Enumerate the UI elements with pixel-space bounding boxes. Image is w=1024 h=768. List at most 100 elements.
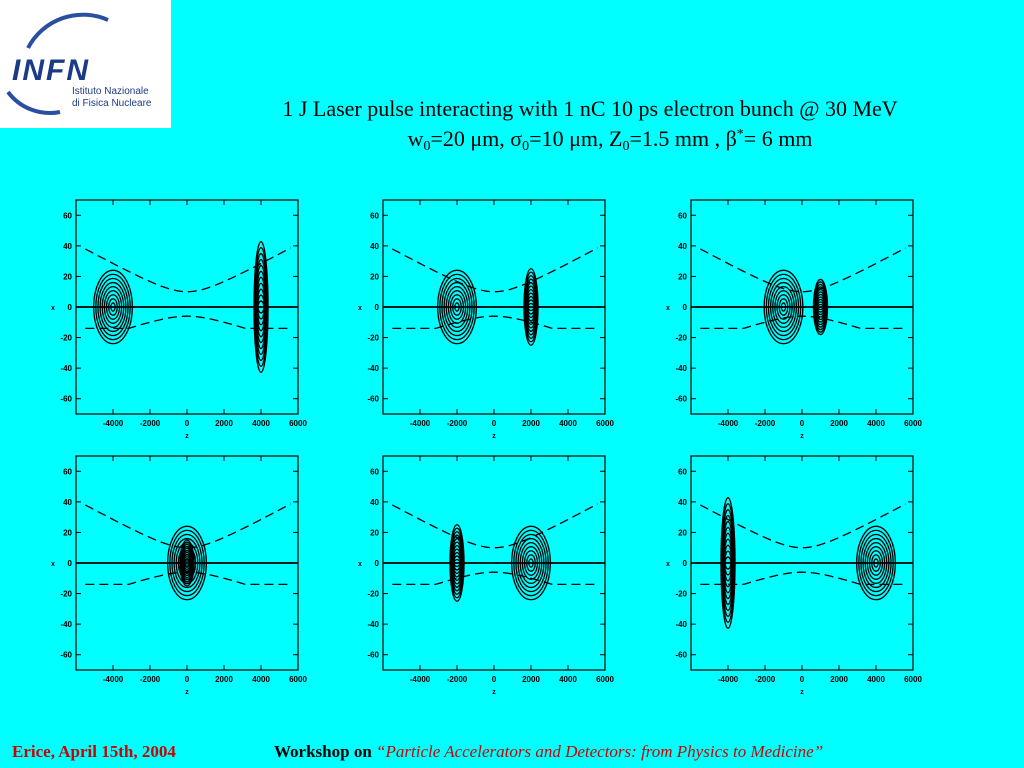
x-tick-label: 6000 [289, 419, 307, 428]
plot-panel-2: 60 40 20 0 -20 -40 -60 -4000 -2000 0 2000 4000 6000 z… [352, 196, 622, 451]
title-line-2: w0=20 μm, σ0=10 μm, Z0=1.5 mm , β*= 6 mm [140, 124, 1024, 154]
footer-location-date: Erice, April 15th, 2004 [12, 742, 176, 761]
y-tick-label: -60 [675, 395, 687, 404]
sigma0-subscript: 0 [522, 139, 530, 154]
y-tick-label: 60 [63, 467, 72, 476]
y-tick-label: 40 [678, 242, 687, 251]
x-tick-label: -2000 [140, 419, 161, 428]
x-tick-label: -2000 [755, 419, 776, 428]
electron-bunch-contour [765, 273, 802, 341]
sigma0-symbol: σ [510, 126, 523, 151]
electron-bunch-contour [858, 529, 894, 597]
electron-bunch-contour [526, 554, 536, 572]
y-tick-label: 40 [370, 242, 379, 251]
y-tick-label: -40 [675, 620, 687, 629]
y-tick-label: 60 [63, 211, 72, 220]
w0-value: =20 μm, [430, 126, 511, 151]
y-tick-label: 60 [370, 211, 379, 220]
x-tick-label: 0 [800, 675, 805, 684]
plot-panel-5: 60 40 20 0 -20 -40 -60 -4000 -2000 0 2000 4000 6000 z… [352, 452, 622, 707]
x-tick-label: 2000 [522, 675, 540, 684]
z0-value: =1.5 mm , [629, 126, 726, 151]
plot-panel-1: 60 40 20 0 -20 -40 -60 -4000 -2000 0 2000 4000 6000 z… [45, 196, 315, 451]
electron-bunch-contour [110, 302, 116, 312]
x-axis-label: z [800, 689, 804, 696]
y-tick-label: -40 [60, 364, 72, 373]
y-axis-label: x [51, 561, 55, 568]
y-tick-label: -40 [367, 364, 379, 373]
x-axis-label: z [800, 433, 804, 440]
electron-bunch-contour [780, 302, 787, 312]
x-tick-label: 0 [800, 419, 805, 428]
x-tick-label: 6000 [289, 675, 307, 684]
x-tick-label: -4000 [103, 419, 124, 428]
y-tick-label: 20 [370, 272, 379, 281]
y-tick-label: -20 [367, 590, 379, 599]
laser-envelope-upper [699, 503, 906, 549]
electron-bunch-contour [171, 533, 203, 593]
electron-bunch-contour [769, 281, 798, 333]
x-tick-label: 6000 [904, 675, 922, 684]
laser-envelope-lower [392, 571, 598, 586]
x-tick-label: 2000 [215, 675, 233, 684]
footer-workshop: Workshop on “Particle Accelerators and D… [274, 742, 823, 762]
y-tick-label: -40 [367, 620, 379, 629]
y-tick-label: 60 [370, 467, 379, 476]
contour-plot-svg: 60 40 20 0 -20 -40 -60 -4000 -2000 0 2000 4000 6000 z… [51, 455, 307, 696]
electron-bunch-contour [105, 294, 121, 320]
laser-envelope-lower [392, 315, 598, 330]
x-tick-label: 0 [185, 419, 190, 428]
electron-bunch-contour [173, 537, 201, 589]
contour-plot-svg: 60 40 20 0 -20 -40 -60 -4000 -2000 0 2000 4000 6000 z… [51, 199, 307, 440]
electron-bunch-contour [169, 529, 205, 597]
infn-logo: INFN Istituto Nazionale di Fisica Nuclea… [0, 0, 171, 128]
electron-bunch-contour [763, 269, 804, 345]
x-tick-label: -4000 [410, 419, 431, 428]
y-axis-label: x [666, 305, 670, 312]
electron-bunch-contour [511, 525, 551, 601]
contour-plot-svg: 60 40 20 0 -20 -40 -60 -4000 -2000 0 2000 4000 6000 z… [358, 455, 614, 696]
x-tick-label: 0 [492, 419, 497, 428]
y-tick-label: -20 [367, 334, 379, 343]
y-tick-label: 0 [683, 559, 688, 568]
x-tick-label: 2000 [830, 675, 848, 684]
w0-subscript: 0 [423, 139, 431, 154]
x-axis-label: z [185, 689, 189, 696]
y-tick-label: 40 [678, 498, 687, 507]
laser-pulse-contour [720, 497, 736, 629]
electron-bunch-contour [776, 294, 791, 320]
electron-bunch-contour [772, 285, 795, 329]
y-axis-label: x [358, 561, 362, 568]
x-tick-label: -4000 [103, 675, 124, 684]
y-tick-label: -20 [60, 590, 72, 599]
electron-bunch-contour [862, 537, 890, 589]
electron-bunch-contour [441, 277, 473, 337]
electron-bunch-contour [97, 277, 129, 337]
x-tick-label: 4000 [252, 675, 270, 684]
y-tick-label: 40 [63, 242, 72, 251]
y-tick-label: -40 [60, 620, 72, 629]
electron-bunch-contour [864, 541, 888, 585]
sigma0-value: =10 μm, [529, 126, 609, 151]
plot-panel-4: 60 40 20 0 -20 -40 -60 -4000 -2000 0 2000 4000 6000 z… [45, 452, 315, 707]
x-tick-label: 4000 [252, 419, 270, 428]
electron-bunch-contour [778, 298, 789, 316]
x-tick-label: -2000 [755, 675, 776, 684]
electron-bunch-contour [517, 537, 545, 589]
y-tick-label: 60 [678, 467, 687, 476]
y-tick-label: -20 [60, 334, 72, 343]
electron-bunch-contour [528, 558, 534, 568]
electron-bunch-contour [443, 281, 471, 333]
y-tick-label: 20 [63, 528, 72, 537]
footer: Erice, April 15th, 2004 Workshop on “Par… [0, 738, 1024, 768]
infn-logo-graphic: INFN Istituto Nazionale di Fisica Nuclea… [6, 12, 152, 115]
footer-workshop-prefix: Workshop on [274, 742, 377, 761]
y-tick-label: 0 [375, 559, 380, 568]
x-tick-label: -2000 [447, 675, 468, 684]
x-tick-label: 2000 [215, 419, 233, 428]
title-line-1: 1 J Laser pulse interacting with 1 nC 10… [282, 96, 898, 121]
y-tick-label: -40 [675, 364, 687, 373]
contour-plot-svg: 60 40 20 0 -20 -40 -60 -4000 -2000 0 2000 4000 6000 z… [358, 199, 614, 440]
x-tick-label: 2000 [522, 419, 540, 428]
infn-logo-arc-top [26, 12, 109, 49]
